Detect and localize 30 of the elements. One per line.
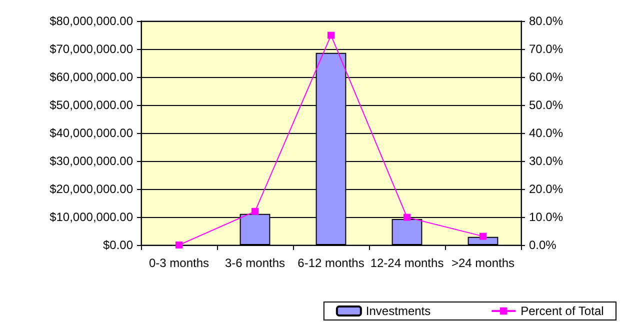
y2-tick-label: 20.0% [529,182,564,196]
x-tick-label: 6-12 months [298,256,364,270]
y2-tick-label: 30.0% [529,154,564,168]
y-tick-label: $0.00 [102,238,134,252]
point [252,208,258,215]
y2-tick-label: 80.0% [529,14,564,28]
legend-label: Investments [366,304,431,318]
y-tick-label: $10,000,000.00 [50,210,134,224]
y2-tick-label: 60.0% [529,70,564,84]
y-tick-label: $40,000,000.00 [50,126,134,140]
y-tick-label: $30,000,000.00 [50,154,134,168]
x-tick-label: >24 months [451,256,515,270]
legend-label: Percent of Total [520,304,604,318]
y-tick-label: $70,000,000.00 [50,42,134,56]
x-tick-label: 0-3 months [148,256,210,270]
point [176,242,182,248]
x-tick-label: 3-6 months [224,256,286,270]
point [328,32,334,39]
y2-tick-label: 50.0% [529,98,564,112]
point [404,214,410,221]
y2-tick-label: 0.0% [529,238,557,252]
y-tick-label: $80,000,000.00 [50,14,134,28]
y2-tick-label: 10.0% [529,210,564,224]
y2-tick-label: 40.0% [529,126,564,140]
y2-tick-label: 70.0% [529,42,564,56]
point [480,232,486,240]
y-tick-label: $50,000,000.00 [50,98,134,112]
y-tick-label: $60,000,000.00 [50,70,134,84]
x-tick-label: 12-24 months [370,256,444,270]
y-tick-label: $20,000,000.00 [50,182,134,196]
